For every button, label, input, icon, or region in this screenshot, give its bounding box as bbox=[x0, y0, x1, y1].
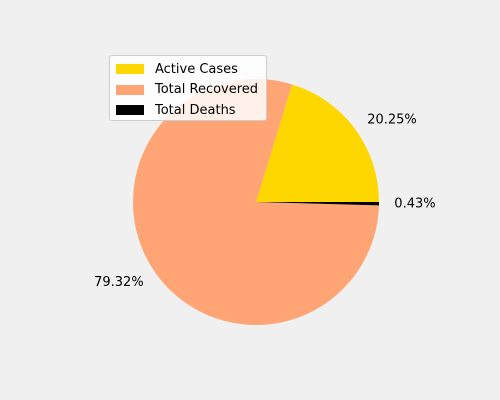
pie-percent-label-active-cases: 20.25% bbox=[367, 112, 417, 127]
pie-slice-total-deaths bbox=[256, 202, 380, 206]
legend-label-active-cases: Active Cases bbox=[155, 61, 238, 77]
legend-item-total-recovered: Total Recovered bbox=[116, 80, 266, 101]
legend: Active Cases Total Recovered Total Death… bbox=[109, 55, 267, 121]
pie-slice-active-cases bbox=[256, 84, 379, 202]
legend-item-active-cases: Active Cases bbox=[116, 59, 266, 80]
pie-slice-total-recovered bbox=[133, 79, 379, 326]
legend-swatch-total-deaths bbox=[116, 105, 144, 116]
legend-item-total-deaths: Total Deaths bbox=[116, 100, 266, 121]
pie-percent-labels: 20.25% 79.32% 0.43% bbox=[94, 112, 435, 290]
legend-swatch-active-cases bbox=[116, 64, 144, 75]
pie-percent-label-total-deaths: 0.43% bbox=[394, 196, 435, 211]
legend-label-total-recovered: Total Recovered bbox=[155, 82, 259, 98]
legend-swatch-total-recovered bbox=[116, 84, 144, 95]
pie-slices bbox=[133, 79, 380, 326]
pie-percent-label-total-recovered: 79.32% bbox=[94, 275, 144, 290]
legend-label-total-deaths: Total Deaths bbox=[155, 102, 236, 118]
